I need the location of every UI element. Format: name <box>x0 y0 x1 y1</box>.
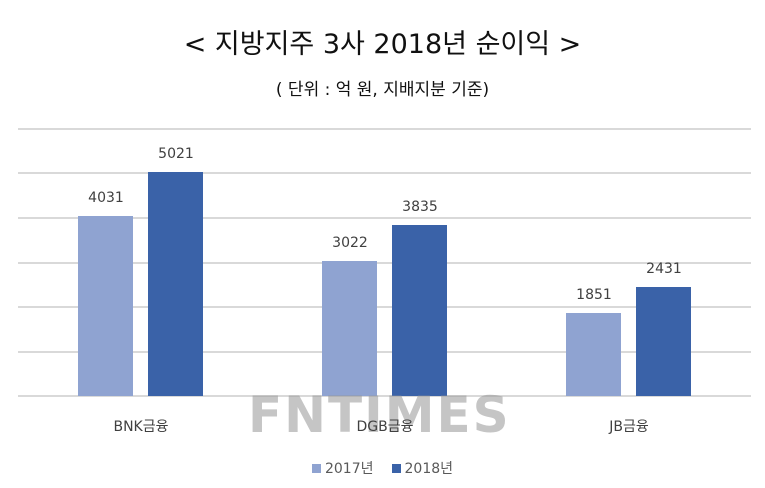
legend-item-2017: 2017년 <box>311 458 374 478</box>
legend-label-2017: 2017년 <box>324 461 374 477</box>
gridline-6000 <box>18 128 751 130</box>
bar-bnk-2018 <box>148 172 203 396</box>
data-label-bnk-2018: 5021 <box>158 146 194 162</box>
chart-subtitle: ( 단위 : 억 원, 지배지분 기준) <box>275 80 490 100</box>
plot-area <box>18 128 751 397</box>
category-label-jb: JB금융 <box>609 419 649 435</box>
legend-swatch-2017-icon <box>311 463 321 473</box>
data-label-dgb-2017: 3022 <box>332 235 368 251</box>
data-label-jb-2017: 1851 <box>576 287 612 303</box>
bar-jb-2018 <box>636 287 691 396</box>
bar-dgb-2017 <box>322 261 377 396</box>
category-label-bnk: BNK금융 <box>113 419 169 435</box>
gridline-baseline <box>18 395 751 397</box>
watermark-logo: FNTIMES <box>248 386 511 444</box>
legend: 2017년 2018년 <box>0 458 765 478</box>
legend-label-2018: 2018년 <box>404 461 454 477</box>
data-label-dgb-2018: 3835 <box>402 199 438 215</box>
data-label-jb-2018: 2431 <box>646 261 682 277</box>
gridline-2000 <box>18 306 751 308</box>
legend-item-2018: 2018년 <box>391 458 454 478</box>
legend-swatch-2018-icon <box>391 463 401 473</box>
category-label-dgb: DGB금융 <box>356 419 414 435</box>
gridline-5000 <box>18 172 751 174</box>
bar-dgb-2018 <box>392 225 447 396</box>
gridline-1000 <box>18 351 751 353</box>
gridline-4000 <box>18 217 751 219</box>
bar-jb-2017 <box>566 313 621 396</box>
chart-title: < 지방지주 3사 2018년 순이익 > <box>183 29 582 60</box>
bar-bnk-2017 <box>78 216 133 396</box>
gridline-3000 <box>18 262 751 264</box>
data-label-bnk-2017: 4031 <box>88 190 124 206</box>
